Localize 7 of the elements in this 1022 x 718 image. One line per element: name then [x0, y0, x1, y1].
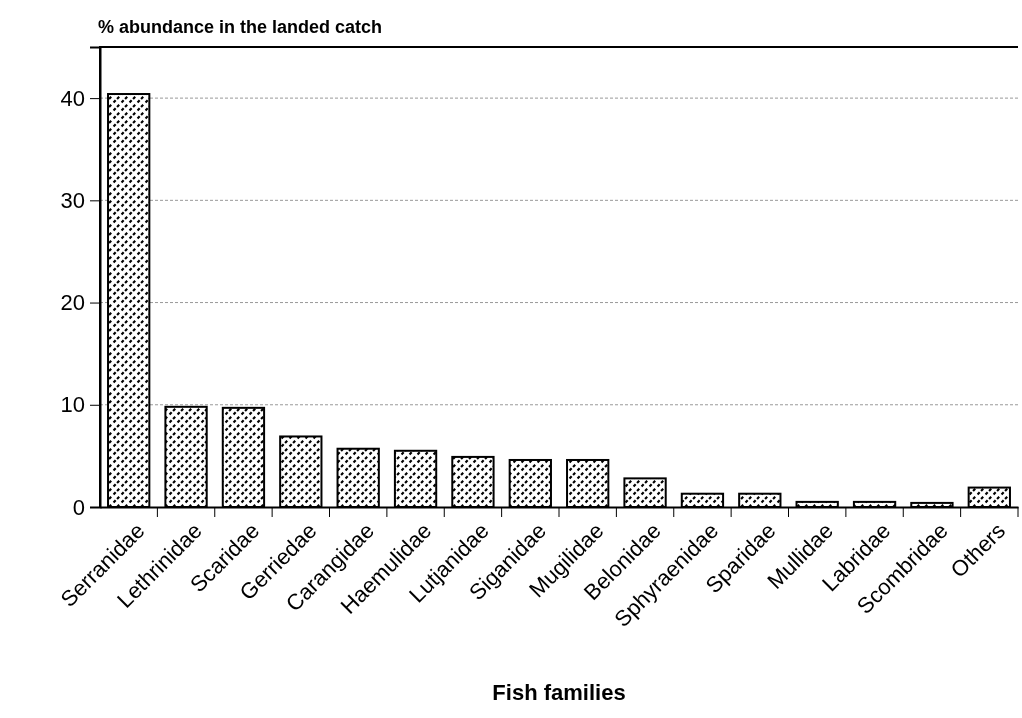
x-axis-title: Fish families — [492, 680, 626, 705]
y-tick-label: 10 — [60, 392, 85, 418]
y-tick-label: 30 — [60, 187, 85, 213]
y-tick-label: 0 — [72, 494, 85, 520]
y-tick-label: 20 — [60, 290, 85, 316]
y-axis-title: % abundance in the landed catch — [98, 17, 383, 37]
y-tick-label: 40 — [60, 85, 85, 111]
